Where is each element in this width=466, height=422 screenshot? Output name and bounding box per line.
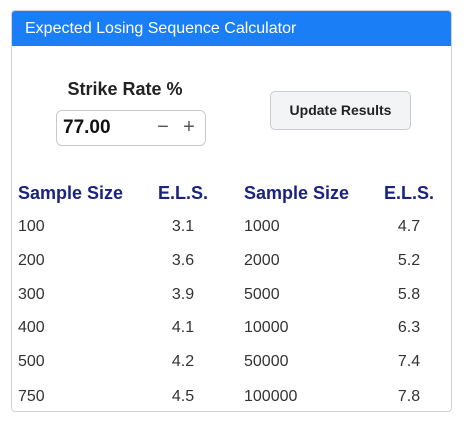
sample-size-cell: 2000 — [244, 252, 280, 269]
els-cell: 4.1 — [171, 319, 195, 336]
sample-size-cell: 50000 — [244, 353, 289, 370]
els-cell: 3.1 — [171, 218, 195, 235]
increment-button[interactable]: + — [183, 116, 195, 138]
els-cell: 3.6 — [171, 252, 195, 269]
els-cell: 7.4 — [397, 353, 421, 370]
sample-size-cell: 400 — [18, 319, 45, 336]
update-results-button[interactable]: Update Results — [270, 91, 411, 130]
strike-rate-input[interactable]: 77.00 — [63, 117, 111, 138]
els-cell: 4.7 — [397, 218, 421, 235]
header-sample-size-1: Sample Size — [18, 183, 124, 203]
els-cell: 7.8 — [397, 388, 421, 405]
header-sample-size-2: Sample Size — [244, 183, 350, 203]
els-cell: 5.8 — [397, 286, 421, 303]
sample-size-cell: 100000 — [244, 388, 298, 405]
sample-size-cell: 100 — [18, 218, 45, 235]
calculator-card: Expected Losing Sequence Calculator Stri… — [11, 10, 452, 412]
sample-size-cell: 500 — [18, 353, 45, 370]
sample-size-cell: 200 — [18, 252, 45, 269]
header-els-2: E.L.S. — [384, 183, 435, 203]
els-cell: 4.5 — [171, 388, 195, 405]
els-cell: 5.2 — [397, 252, 421, 269]
sample-size-cell: 5000 — [244, 286, 280, 303]
sample-size-cell: 750 — [18, 388, 45, 405]
els-cell: 6.3 — [397, 319, 421, 336]
header-els-1: E.L.S. — [158, 183, 209, 203]
sample-size-cell: 1000 — [244, 218, 280, 235]
sample-size-cell: 10000 — [244, 319, 289, 336]
sample-size-cell: 300 — [18, 286, 45, 303]
strike-rate-label: Strike Rate % — [67, 79, 183, 99]
strike-rate-stepper[interactable]: 77.00 − + — [56, 110, 206, 146]
decrement-button[interactable]: − — [157, 116, 169, 138]
card-title: Expected Losing Sequence Calculator — [12, 11, 451, 46]
els-cell: 3.9 — [171, 286, 195, 303]
els-cell: 4.2 — [171, 353, 195, 370]
